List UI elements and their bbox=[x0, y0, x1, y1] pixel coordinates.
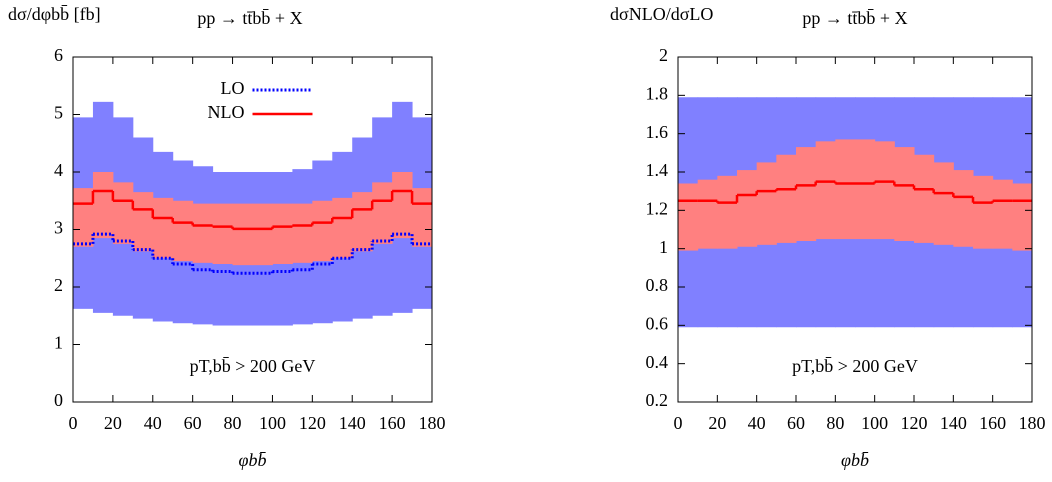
y-tick-label: 4 bbox=[54, 160, 63, 180]
uncertainty-band bbox=[412, 188, 433, 247]
y-tick-label: 1 bbox=[659, 237, 668, 257]
x-tick-label: 80 bbox=[826, 413, 844, 433]
uncertainty-band bbox=[756, 162, 777, 245]
uncertainty-band bbox=[992, 179, 1013, 249]
uncertainty-band bbox=[352, 192, 373, 252]
annotation: pT,bb̄ > 200 GeV bbox=[190, 356, 316, 376]
uncertainty-band bbox=[372, 182, 393, 244]
x-axis-label: φbb̄ bbox=[841, 450, 869, 470]
uncertainty-band bbox=[172, 200, 194, 262]
y-tick-label: 0.6 bbox=[646, 313, 669, 333]
x-tick-label: 20 bbox=[104, 413, 122, 433]
uncertainty-band bbox=[192, 203, 214, 263]
uncertainty-band bbox=[697, 179, 718, 249]
y-tick-label: 2 bbox=[659, 45, 668, 65]
annotation: pT,bb̄ > 200 GeV bbox=[792, 356, 918, 376]
y-tick-label: 0.4 bbox=[646, 352, 669, 372]
uncertainty-band bbox=[232, 203, 253, 266]
x-tick-label: 40 bbox=[144, 413, 162, 433]
x-tick-label: 140 bbox=[940, 413, 967, 433]
uncertainty-band bbox=[212, 203, 234, 264]
uncertainty-band bbox=[933, 162, 954, 245]
chart-title: pp → tt̄bb̄ + X bbox=[802, 8, 907, 28]
uncertainty-band bbox=[894, 147, 915, 241]
uncertainty-band bbox=[292, 203, 313, 263]
uncertainty-band bbox=[835, 139, 856, 240]
uncertainty-band bbox=[678, 183, 699, 251]
uncertainty-band bbox=[855, 139, 876, 240]
uncertainty-band bbox=[132, 192, 154, 252]
y-tick-label: 1.8 bbox=[646, 83, 669, 103]
uncertainty-band bbox=[796, 147, 817, 241]
uncertainty-band bbox=[73, 188, 94, 247]
uncertainty-band bbox=[272, 203, 293, 264]
uncertainty-band bbox=[874, 141, 895, 240]
uncertainty-band bbox=[815, 141, 836, 240]
plot-frame bbox=[677, 56, 1033, 403]
x-tick-label: 40 bbox=[748, 413, 766, 433]
uncertainty-band bbox=[973, 175, 994, 249]
x-tick-label: 180 bbox=[419, 413, 446, 433]
x-axis-label: φbb̄ bbox=[239, 450, 267, 470]
uncertainty-band bbox=[252, 203, 273, 266]
x-tick-label: 120 bbox=[299, 413, 326, 433]
x-tick-label: 120 bbox=[901, 413, 928, 433]
x-tick-label: 0 bbox=[674, 413, 683, 433]
uncertainty-band bbox=[717, 175, 738, 249]
uncertainty-band bbox=[953, 170, 974, 247]
y-axis-label: dσNLO/dσLO bbox=[610, 4, 713, 24]
uncertainty-band bbox=[1012, 183, 1033, 251]
y-tick-label: 5 bbox=[54, 103, 63, 123]
y-tick-label: 1.6 bbox=[646, 122, 669, 142]
x-tick-label: 20 bbox=[708, 413, 726, 433]
uncertainty-band bbox=[152, 197, 174, 259]
uncertainty-band bbox=[776, 154, 797, 243]
y-tick-label: 6 bbox=[54, 45, 63, 65]
uncertainty-band bbox=[914, 154, 935, 243]
uncertainty-band bbox=[112, 182, 134, 244]
x-tick-label: 100 bbox=[259, 413, 286, 433]
y-tick-label: 1.4 bbox=[646, 160, 669, 180]
x-tick-label: 80 bbox=[224, 413, 242, 433]
y-tick-label: 0.2 bbox=[646, 390, 669, 410]
legend-label: LO bbox=[221, 78, 245, 98]
x-tick-label: 60 bbox=[184, 413, 202, 433]
legend-label: NLO bbox=[208, 102, 245, 122]
x-tick-label: 100 bbox=[861, 413, 888, 433]
chart-title: pp → tt̄bb̄ + X bbox=[197, 8, 302, 28]
uncertainty-band bbox=[92, 172, 114, 239]
y-axis-label: dσ/dφbb̄ [fb] bbox=[8, 4, 101, 24]
x-tick-label: 140 bbox=[339, 413, 366, 433]
x-tick-label: 180 bbox=[1019, 413, 1046, 433]
uncertainty-band bbox=[332, 197, 353, 259]
x-tick-label: 0 bbox=[69, 413, 78, 433]
y-tick-label: 0 bbox=[54, 390, 63, 410]
x-tick-label: 60 bbox=[787, 413, 805, 433]
y-tick-label: 1 bbox=[54, 333, 63, 353]
y-tick-label: 3 bbox=[54, 218, 63, 238]
x-tick-label: 160 bbox=[979, 413, 1006, 433]
y-tick-label: 0.8 bbox=[646, 275, 669, 295]
x-tick-label: 160 bbox=[379, 413, 406, 433]
uncertainty-band bbox=[392, 172, 413, 239]
uncertainty-band bbox=[737, 170, 758, 247]
y-tick-label: 2 bbox=[54, 275, 63, 295]
y-tick-label: 1.2 bbox=[646, 198, 669, 218]
uncertainty-band bbox=[312, 200, 333, 262]
